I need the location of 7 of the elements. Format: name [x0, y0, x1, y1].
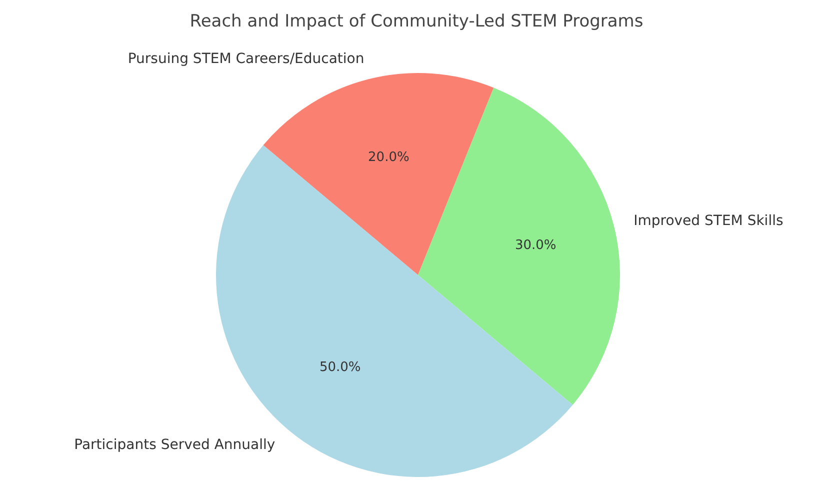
slice-label: Improved STEM Skills	[634, 212, 784, 229]
slice-label: Pursuing STEM Careers/Education	[128, 51, 364, 68]
chart-title: Reach and Impact of Community-Led STEM Programs	[190, 11, 644, 32]
data-label: 30.0%	[514, 238, 556, 254]
slice-label: Participants Served Annually	[74, 436, 276, 453]
data-label: 50.0%	[319, 360, 361, 376]
data-label: 20.0%	[368, 150, 410, 165]
